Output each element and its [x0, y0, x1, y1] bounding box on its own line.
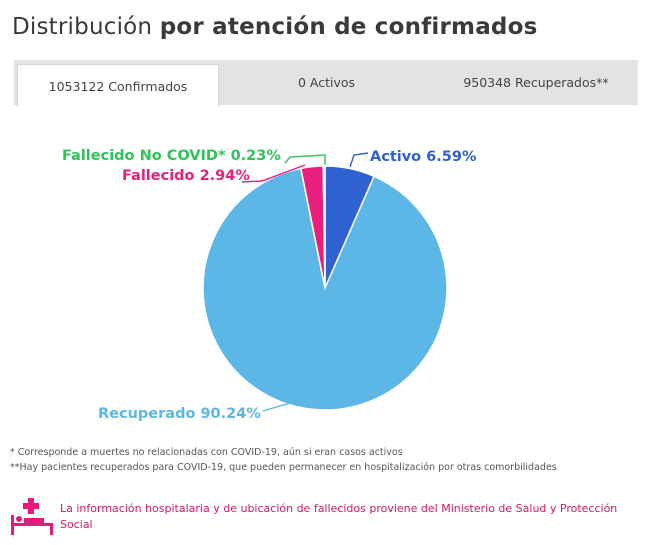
- label-fallecido-no-covid: Fallecido No COVID* 0.23%: [62, 148, 281, 164]
- info-note: La información hospitalaria y de ubicaci…: [10, 497, 640, 537]
- leader-fallecido: [241, 164, 306, 183]
- leader-activo: [349, 152, 369, 168]
- title-regular: Distribución: [12, 14, 160, 40]
- tab-recuperados[interactable]: 950348 Recuperados**: [463, 75, 609, 90]
- label-activo: Activo 6.59%: [370, 149, 477, 165]
- tab-activos[interactable]: 0 Activos: [297, 75, 356, 90]
- leader-recuperado: [262, 402, 316, 412]
- footnote-2: **Hay pacientes recuperados para COVID-1…: [10, 462, 557, 473]
- pie-slices: [202, 165, 448, 411]
- pie-chart: Activo 6.59% Recuperado 90.24% Fallecido…: [62, 148, 477, 422]
- label-fallecido: Fallecido 2.94%: [122, 168, 250, 184]
- hospital-bed-icon: [11, 498, 53, 535]
- slice-fallecido-no-covid: [322, 165, 326, 289]
- info-text: La información hospitalaria y de ubicaci…: [60, 502, 618, 531]
- tab-bar: 1053122 Confirmados 0 Activos 950348 Rec…: [14, 60, 638, 107]
- title-bold: por atención de confirmados: [159, 14, 538, 40]
- page-title: Distribución por atención de confirmados: [12, 14, 538, 40]
- label-recuperado: Recuperado 90.24%: [98, 406, 261, 422]
- tab-confirmados[interactable]: 1053122 Confirmados: [17, 64, 219, 107]
- slice-recuperado: [202, 167, 448, 411]
- footnote-1: * Corresponde a muertes no relacionadas …: [10, 447, 403, 458]
- footnotes: * Corresponde a muertes no relacionadas …: [10, 445, 557, 475]
- leader-fallecido-no-covid: [284, 154, 326, 165]
